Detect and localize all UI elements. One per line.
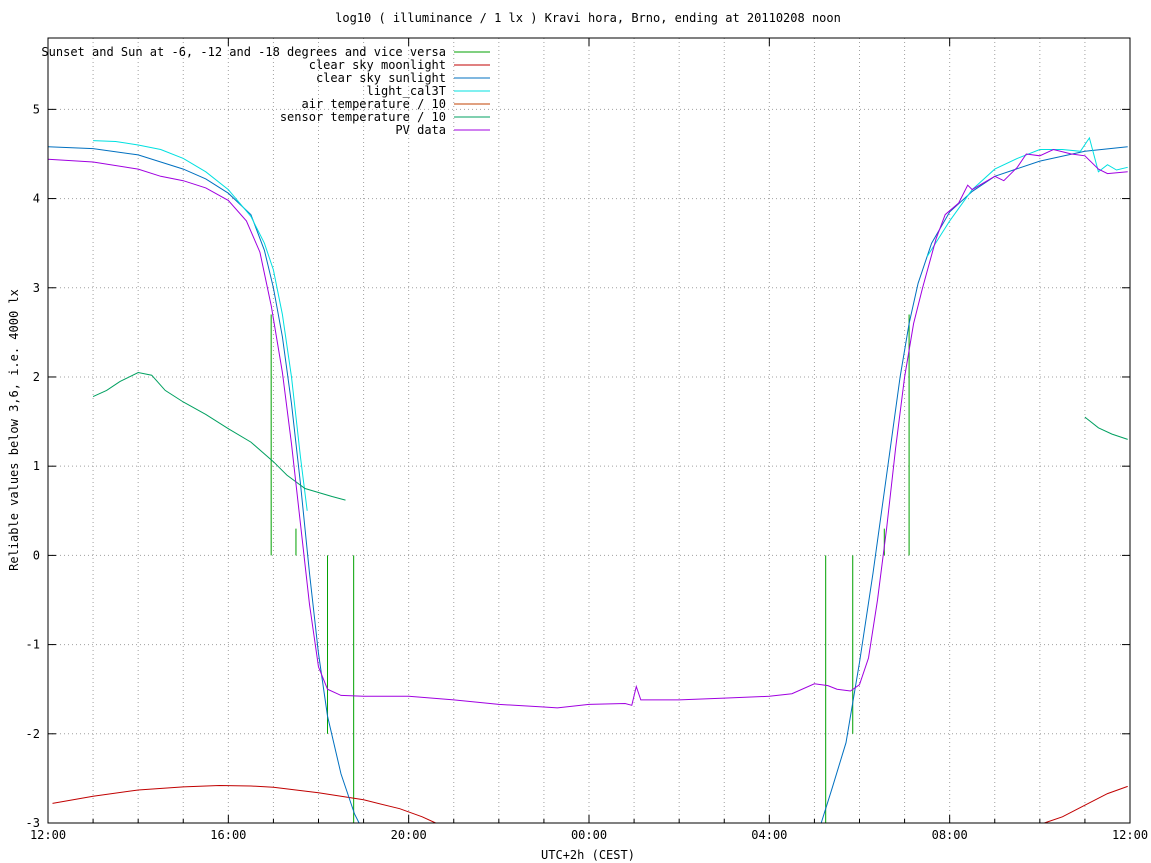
series-line	[47, 146, 360, 824]
y-tick-label: 0	[33, 548, 40, 562]
legend-label: light_cal3T	[367, 84, 446, 98]
y-tick-label: 4	[33, 192, 40, 206]
legend-label: clear sky moonlight	[309, 58, 446, 72]
x-axis: 12:00 16:00 20:00 00:00 04:00 08:00 12:00	[30, 38, 1148, 842]
x-tick-label: 12:00	[30, 828, 66, 842]
y-tick-label: 5	[33, 102, 40, 116]
series-2	[47, 146, 1128, 824]
x-tick-label: 00:00	[571, 828, 607, 842]
legend-label: Sunset and Sun at -6, -12 and -18 degree…	[41, 45, 446, 59]
x-tick-label: 16:00	[210, 828, 246, 842]
x-axis-label: UTC+2h (CEST)	[541, 848, 635, 862]
x-tick-label: 20:00	[391, 828, 427, 842]
legend: Sunset and Sun at -6, -12 and -18 degree…	[41, 45, 490, 137]
y-axis: -3 -2 -1 0 1 2 3 4 5	[26, 102, 1130, 830]
y-tick-label: -2	[26, 727, 40, 741]
grid	[48, 38, 1130, 823]
series-line	[93, 140, 308, 511]
y-axis-label: Reliable values below 3,6, i.e. 4000 lx	[7, 289, 21, 571]
x-tick-label: 12:00	[1112, 828, 1148, 842]
series-5	[92, 371, 1128, 501]
series-layer	[47, 136, 1128, 824]
x-tick-label: 04:00	[751, 828, 787, 842]
series-line	[1084, 416, 1128, 440]
y-tick-label: 3	[33, 281, 40, 295]
y-tick-label: 1	[33, 459, 40, 473]
series-1	[52, 784, 1128, 824]
series-line	[820, 146, 1128, 824]
legend-label: air temperature / 10	[302, 97, 447, 111]
series-line	[92, 371, 346, 501]
x-tick-label: 08:00	[932, 828, 968, 842]
series-line	[1044, 785, 1128, 824]
y-tick-label: -1	[26, 638, 40, 652]
legend-label: sensor temperature / 10	[280, 110, 446, 124]
series-line	[47, 148, 1128, 709]
y-tick-label: 2	[33, 370, 40, 384]
legend-label: PV data	[395, 123, 446, 137]
series-6	[47, 148, 1128, 709]
series-line	[52, 784, 436, 824]
y-tick-label: -3	[26, 816, 40, 830]
chart-title: log10 ( illuminance / 1 lx ) Kravi hora,…	[335, 11, 841, 25]
legend-label: clear sky sunlight	[316, 71, 446, 85]
